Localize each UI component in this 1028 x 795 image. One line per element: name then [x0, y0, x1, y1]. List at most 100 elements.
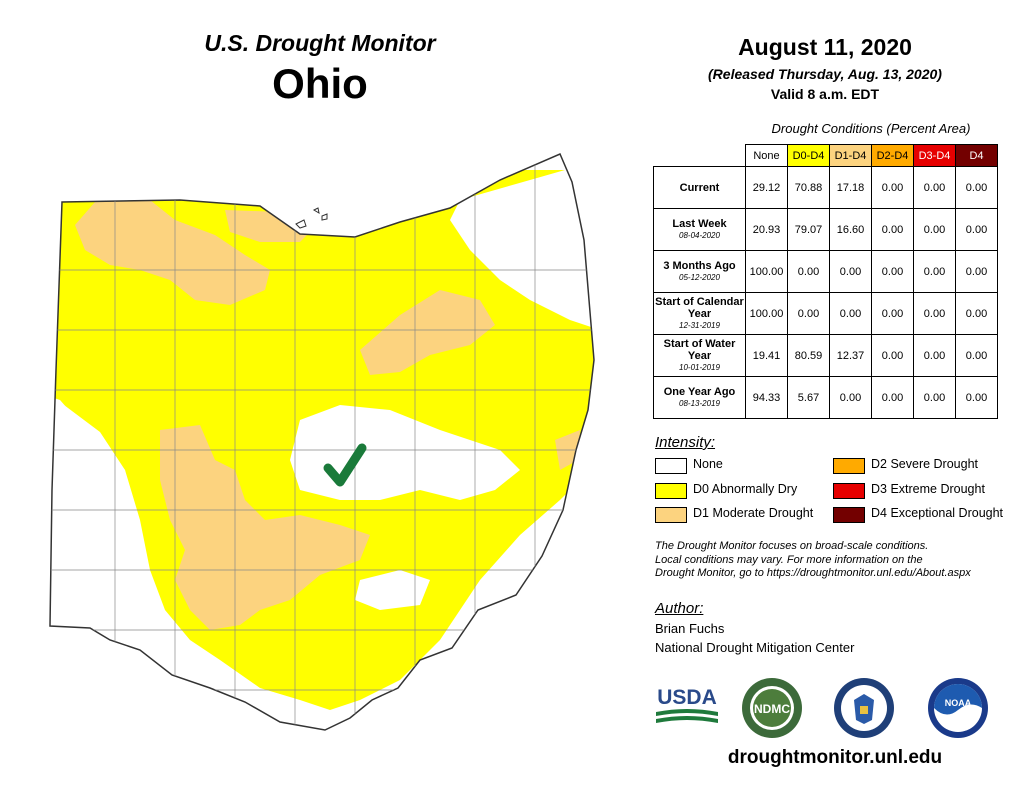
legend-label: D4 Exceptional Drought: [871, 506, 1004, 520]
table-row: One Year Ago 08-13-2019 94.33 5.67 0.00 0.00 0…: [653, 376, 998, 419]
map-d1-northwest: [75, 200, 270, 305]
release-date: (Released Thursday, Aug. 13, 2020): [708, 66, 942, 82]
row-label: One Year Ago 08-13-2019: [653, 376, 746, 419]
row-label-text: One Year Ago: [663, 385, 736, 398]
row-label: Current: [653, 166, 746, 209]
map-none-northeast: [450, 160, 594, 330]
col-header: D3-D4: [913, 144, 956, 167]
table-cell: 100.00: [745, 250, 788, 293]
legend-swatch: [833, 507, 865, 523]
row-sublabel: 08-04-2020: [679, 230, 720, 240]
legend-label: D0 Abnormally Dry: [693, 482, 798, 496]
table-cell: 0.00: [829, 250, 872, 293]
table-cell: 0.00: [871, 334, 914, 377]
map-d1-southwest: [160, 425, 370, 630]
table-cell: 12.37: [829, 334, 872, 377]
table-cell: 0.00: [955, 208, 998, 251]
table-row: Start of Water Year 10-01-2019 19.41 80.59 1…: [653, 334, 998, 377]
website-url: droughtmonitor.unl.edu: [727, 747, 943, 768]
table-cell: 19.41: [745, 334, 788, 377]
usda-logo-text: USDA: [657, 686, 717, 709]
table-cell: 0.00: [829, 376, 872, 419]
state-title: Ohio: [272, 60, 368, 107]
table-cell: 0.00: [913, 208, 956, 251]
legend-label: D2 Severe Drought: [871, 457, 979, 471]
col-header: D4: [955, 144, 998, 167]
table-cell: 5.67: [787, 376, 830, 419]
table-row: Last Week 08-04-2020 20.93 79.07 16.60 0.00 0.…: [653, 208, 998, 251]
col-header: None: [745, 144, 788, 167]
table-cell: 0.00: [871, 208, 914, 251]
table-cell: 20.93: [745, 208, 788, 251]
table-cell: 0.00: [829, 292, 872, 335]
usda-logo: USDA: [656, 686, 718, 723]
drought-conditions-table: None D0-D4 D1-D4 D2-D4 D3-D4 D4 Current 2…: [653, 144, 998, 419]
lake-erie-islands: [295, 207, 328, 229]
legend-swatch: [655, 458, 687, 474]
map-d1-northeast-band: [360, 290, 495, 375]
legend-swatch: [833, 483, 865, 499]
table-cell: 0.00: [871, 250, 914, 293]
legend-label: D3 Extreme Drought: [871, 482, 985, 496]
ndmc-logo-text: NDMC: [754, 702, 790, 716]
table-cell: 0.00: [913, 292, 956, 335]
noaa-logo-text: NOAA: [945, 698, 972, 708]
ohio-drought-map: [49, 153, 595, 731]
row-label: Start of Calendar Year 12-31-2019: [653, 292, 746, 335]
table-cell: 29.12: [745, 166, 788, 209]
table-cell: 70.88: [787, 166, 830, 209]
row-label: 3 Months Ago 05-12-2020: [653, 250, 746, 293]
row-label: Start of Water Year 10-01-2019: [653, 334, 746, 377]
table-cell: 16.60: [829, 208, 872, 251]
noaa-logo: NOAA: [928, 678, 988, 738]
table-row: Start of Calendar Year 12-31-2019 100.00 0.…: [653, 292, 998, 335]
col-header: D2-D4: [871, 144, 914, 167]
table-cell: 0.00: [871, 292, 914, 335]
map-none-west: [50, 390, 190, 680]
doc-seal-logo: [834, 678, 894, 738]
table-cell: 0.00: [955, 292, 998, 335]
table-cell: 100.00: [745, 292, 788, 335]
table-cell: 17.18: [829, 166, 872, 209]
note-line: The Drought Monitor focuses on broad-sca…: [655, 540, 929, 552]
row-label-text: Current: [679, 181, 720, 194]
table-cell: 0.00: [787, 292, 830, 335]
col-header: D0-D4: [787, 144, 830, 167]
legend-label: D1 Moderate Drought: [693, 506, 814, 520]
ndmc-logo: NDMC: [742, 678, 802, 738]
row-sublabel: 10-01-2019: [679, 362, 720, 372]
county-lines: [50, 160, 594, 730]
table-row: Current 29.12 70.88 17.18 0.00 0.00 0.00: [653, 166, 998, 209]
table-cell: 0.00: [913, 250, 956, 293]
table-cell: 0.00: [955, 376, 998, 419]
row-sublabel: 05-12-2020: [679, 272, 720, 282]
row-label-text: 3 Months Ago: [663, 259, 736, 272]
table-cell: 0.00: [871, 376, 914, 419]
legend-label: None: [693, 457, 723, 471]
legend-swatch: [655, 507, 687, 523]
note-line: Drought Monitor, go to https://droughtmo…: [655, 567, 971, 579]
table-cell: 80.59: [787, 334, 830, 377]
row-label: Last Week 08-04-2020: [653, 208, 746, 251]
table-corner: [654, 145, 746, 167]
table-cell: 0.00: [913, 166, 956, 209]
table-cell: 0.00: [955, 250, 998, 293]
legend-swatch: [655, 483, 687, 499]
row-label-text: Start of Calendar Year: [655, 295, 744, 320]
author-name: Brian Fuchs: [655, 621, 725, 636]
table-cell: 94.33: [745, 376, 788, 419]
table-header-row: None D0-D4 D1-D4 D2-D4 D3-D4 D4: [654, 144, 998, 167]
row-sublabel: 12-31-2019: [679, 320, 720, 330]
table-cell: 0.00: [913, 334, 956, 377]
row-sublabel: 08-13-2019: [679, 398, 720, 408]
row-label-text: Start of Water Year: [663, 337, 736, 362]
intensity-title: Intensity:: [655, 434, 716, 451]
table-cell: 0.00: [871, 166, 914, 209]
author-title: Author:: [655, 600, 704, 617]
map-date: August 11, 2020: [738, 34, 912, 60]
author-org: National Drought Mitigation Center: [655, 640, 855, 655]
table-cell: 0.00: [787, 250, 830, 293]
checkmark-icon: [323, 443, 367, 487]
program-title: U.S. Drought Monitor: [204, 30, 436, 56]
table-cell: 79.07: [787, 208, 830, 251]
